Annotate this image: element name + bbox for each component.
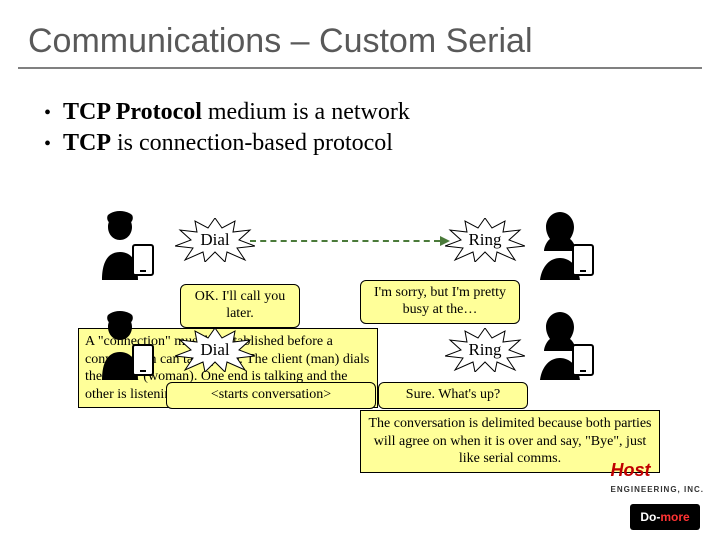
bullet-bold: TCP Protocol — [63, 99, 202, 125]
dial-label: Dial — [175, 340, 255, 360]
starburst-ring: Ring — [445, 218, 525, 262]
bullet-item: • TCP is connection-based protocol — [44, 130, 720, 157]
bullet-rest: medium is a network — [202, 99, 410, 125]
host-logo-text: Host — [611, 460, 651, 480]
bullet-marker: • — [44, 133, 51, 156]
ring-label: Ring — [445, 230, 525, 250]
domore-logo: Do-more — [630, 504, 700, 530]
host-logo-subtext: ENGINEERING, INC. — [611, 485, 704, 494]
bullet-text: TCP is connection-based protocol — [63, 130, 393, 157]
bullet-list: • TCP Protocol medium is a network • TCP… — [0, 69, 720, 157]
bullet-marker: • — [44, 102, 51, 125]
host-engineering-logo: Host ENGINEERING, INC. — [611, 460, 704, 495]
ring-label: Ring — [445, 340, 525, 360]
domore-more: more — [660, 510, 689, 524]
starburst-ring: Ring — [445, 328, 525, 372]
bubble-sure-whats-up: Sure. What's up? — [378, 382, 528, 409]
bubble-ok-call-later: OK. I'll call you later. — [180, 284, 300, 328]
bullet-text: TCP Protocol medium is a network — [63, 99, 410, 126]
dashed-arrow — [250, 240, 440, 242]
phone-icon — [132, 244, 154, 276]
dial-label: Dial — [175, 230, 255, 250]
phone-icon — [572, 244, 594, 276]
bullet-bold: TCP — [63, 130, 111, 156]
bubble-starts-conversation: <starts conversation> — [166, 382, 376, 409]
starburst-dial: Dial — [175, 328, 255, 372]
starburst-dial: Dial — [175, 218, 255, 262]
domore-do: Do- — [640, 510, 660, 524]
bubble-sorry-busy: I'm sorry, but I'm pretty busy at the… — [360, 280, 520, 324]
phone-icon — [132, 344, 154, 376]
bullet-rest: is connection-based protocol — [111, 130, 393, 156]
bullet-item: • TCP Protocol medium is a network — [44, 99, 720, 126]
slide-title: Communications – Custom Serial — [0, 0, 720, 67]
phone-icon — [572, 344, 594, 376]
